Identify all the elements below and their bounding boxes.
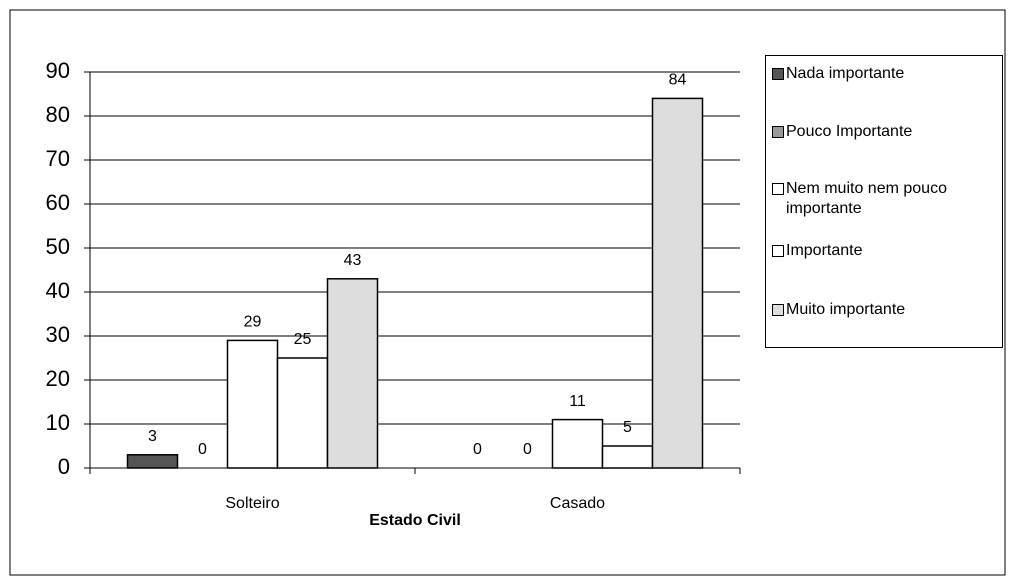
bar (551, 418, 604, 469)
legend-swatch (772, 126, 784, 138)
bar (226, 339, 279, 469)
y-tick-label: 40 (46, 278, 70, 303)
legend-swatch (772, 183, 784, 195)
bar (601, 445, 654, 469)
y-tick-label: 90 (46, 58, 70, 83)
y-tick-label: 30 (46, 322, 70, 347)
value-label: 25 (294, 331, 312, 348)
y-tick-label: 20 (46, 366, 70, 391)
bar (276, 357, 329, 469)
legend-item: Nem muito nem pouco importante (772, 179, 1000, 219)
value-label: 84 (669, 72, 687, 89)
value-label: 3 (148, 428, 157, 445)
y-tick-label: 10 (46, 410, 70, 435)
x-axis-label: Estado Civil (369, 512, 461, 529)
y-tick-label: 0 (58, 454, 70, 479)
value-label: 11 (569, 393, 586, 410)
legend-label: Nem muito nem pouco importante (786, 180, 947, 217)
value-label: 0 (198, 441, 207, 458)
legend-swatch (772, 245, 784, 257)
legend-label: Muito importante (786, 301, 906, 318)
x-tick-label: Casado (550, 495, 605, 512)
value-label: 29 (244, 314, 262, 331)
y-tick-label: 50 (46, 234, 70, 259)
legend-item: Importante (772, 241, 1000, 261)
y-tick-label: 60 (46, 190, 70, 215)
value-label: 0 (473, 441, 482, 458)
value-label: 5 (623, 419, 632, 436)
legend-swatch (772, 68, 784, 80)
legend-label: Importante (786, 242, 863, 259)
legend: Nada importante Pouco Importante Nem muito… (765, 55, 1003, 348)
x-tick-label: Solteiro (225, 495, 279, 512)
legend-label: Nada importante (786, 65, 905, 82)
y-tick-label: 80 (46, 102, 70, 127)
bar (326, 278, 379, 469)
value-label: 0 (523, 441, 532, 458)
legend-swatch (772, 304, 784, 316)
value-label: 43 (344, 252, 362, 269)
legend-label: Pouco Importante (786, 123, 913, 140)
legend-item: Muito importante (772, 300, 1000, 320)
bar (651, 97, 704, 469)
y-tick-label: 70 (46, 146, 70, 171)
legend-item: Pouco Importante (772, 122, 1000, 142)
legend-item: Nada importante (772, 64, 1000, 84)
bar (126, 454, 179, 469)
